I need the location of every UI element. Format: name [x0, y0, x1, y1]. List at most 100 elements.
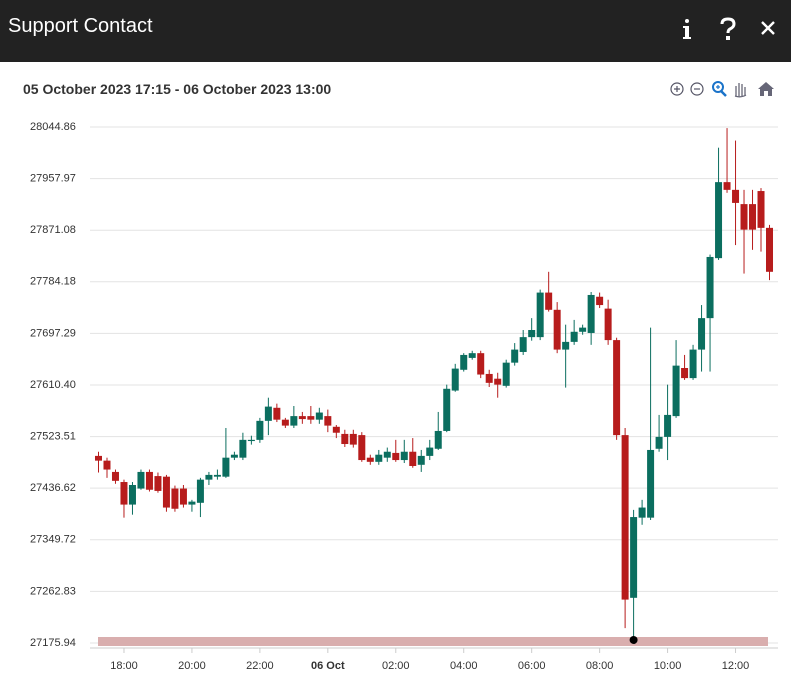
candle-body [621, 435, 629, 600]
candle-body [154, 476, 162, 491]
candle-body [494, 378, 502, 385]
candle-body [757, 191, 765, 228]
candle-body [213, 474, 221, 477]
candle-body [434, 430, 442, 449]
y-tick-label: 27610.40 [30, 379, 76, 391]
candle-body [587, 294, 595, 333]
candle-body [604, 308, 612, 341]
candle-body [120, 482, 128, 505]
candle-body [196, 479, 204, 503]
candle-body [638, 507, 646, 518]
y-tick-label: 27784.18 [30, 276, 76, 288]
candle-body [281, 419, 289, 426]
x-tick-label: 04:00 [450, 660, 478, 672]
candle-body [451, 368, 459, 391]
candle-body [409, 451, 417, 466]
candle-body [562, 341, 570, 350]
header: Support Contact [0, 0, 791, 62]
zoom-select-button[interactable] [712, 81, 727, 97]
x-tick-label: 06:00 [518, 660, 546, 672]
candle-body [315, 412, 323, 420]
help-button[interactable] [719, 17, 737, 41]
y-tick-label: 27175.94 [30, 637, 76, 649]
candle-body [222, 457, 230, 477]
y-tick-label: 27262.83 [30, 585, 76, 597]
candle-body [528, 330, 536, 338]
candle-body [485, 373, 493, 383]
candle-body [426, 447, 434, 456]
candle-body [341, 433, 349, 445]
candle-body [655, 436, 663, 449]
candle-body [188, 501, 196, 505]
dialog-title: Support Contact [8, 15, 153, 37]
candle-body [749, 204, 757, 230]
candle-body [392, 452, 400, 461]
candle-body [698, 318, 706, 350]
candle-body [298, 416, 306, 420]
candle-body [468, 353, 476, 358]
candle-body [477, 353, 485, 375]
candle-body [137, 471, 145, 489]
x-tick-label: 20:00 [178, 660, 206, 672]
candle-body [375, 454, 383, 462]
candle-body [417, 455, 425, 465]
pan-button[interactable] [734, 83, 747, 98]
x-tick-label: 10:00 [654, 660, 682, 672]
y-tick-label: 27871.08 [30, 224, 76, 236]
y-tick-label: 27957.97 [30, 172, 76, 184]
candle-body [383, 451, 391, 458]
x-tick-label: 06 Oct [311, 660, 345, 672]
zoom-in-button[interactable] [670, 82, 684, 96]
close-button[interactable] [760, 20, 776, 36]
candle-body [256, 420, 264, 440]
candle-body [672, 365, 680, 417]
x-tick-label: 22:00 [246, 660, 274, 672]
x-tick-label: 12:00 [722, 660, 750, 672]
candle-body [579, 327, 587, 332]
zoom-out-button[interactable] [690, 82, 704, 96]
candle-body [94, 455, 102, 461]
candle-body [664, 414, 672, 437]
candle-body [239, 439, 247, 458]
candle-body [766, 227, 774, 272]
candle-body [349, 433, 357, 445]
x-tick-label: 02:00 [382, 660, 410, 672]
candle-body [230, 454, 238, 458]
y-tick-label: 27523.51 [30, 430, 76, 442]
candle-body [171, 488, 179, 509]
candle-body [103, 460, 111, 470]
x-tick-label: 08:00 [586, 660, 614, 672]
candle-body [247, 439, 255, 442]
candle-body [145, 471, 153, 490]
y-tick-label: 27697.29 [30, 327, 76, 339]
x-tick-label: 18:00 [110, 660, 138, 672]
candle-body [111, 471, 119, 481]
candle-body [681, 368, 689, 379]
candle-body [324, 416, 332, 426]
info-button[interactable] [680, 17, 694, 41]
candle-body [290, 416, 298, 426]
candle-body [273, 407, 281, 420]
candle-body [519, 337, 527, 352]
candle-body [460, 354, 468, 370]
candle-body [332, 426, 340, 433]
candle-body [128, 484, 136, 505]
candle-body [715, 182, 723, 259]
candle-body [596, 296, 604, 306]
chart-toolbar [670, 81, 774, 98]
candle-body [647, 449, 655, 518]
y-tick-label: 28044.86 [30, 121, 76, 133]
candle-body [630, 517, 638, 598]
candle-body [723, 182, 731, 190]
candle-body [358, 435, 366, 461]
navigator [98, 637, 768, 646]
candle-body [545, 292, 553, 310]
candle-body [511, 349, 519, 363]
reset-button[interactable] [758, 82, 774, 96]
candle-body [264, 406, 272, 421]
candle-body [536, 292, 544, 338]
chart-subtitle: 05 October 2023 17:15 - 06 October 2023 … [23, 81, 332, 97]
candle-body [613, 340, 621, 436]
